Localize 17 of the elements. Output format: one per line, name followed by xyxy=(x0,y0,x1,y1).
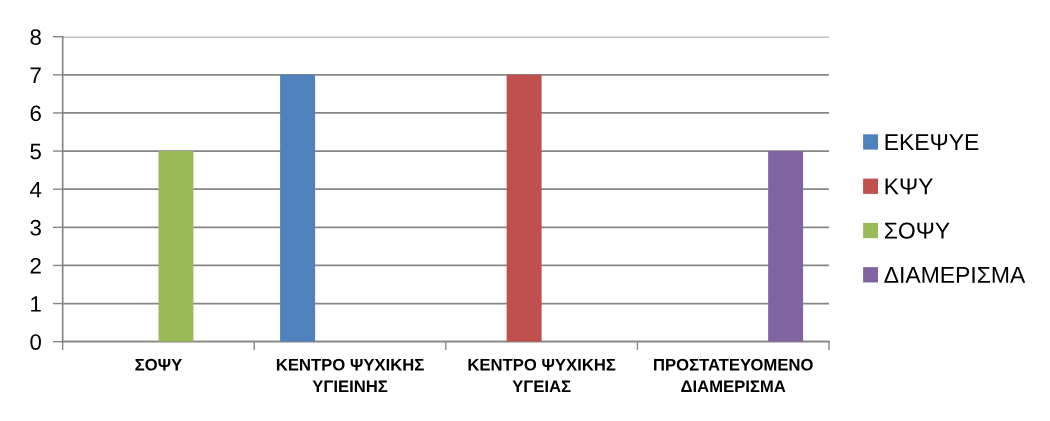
legend-label: ΚΨΥ xyxy=(885,178,933,195)
x-tick-label: ΚΕΝΤΡΟ ΨΥΧΙΚΗΣ ΥΓΕΙΑΣ xyxy=(468,358,616,392)
legend-label: ΕΚΕΨΥΕ xyxy=(885,134,979,151)
legend-label: ΔΙΑΜΕΡΙΣΜΑ xyxy=(884,267,1026,283)
y-tick-label: 4 xyxy=(30,181,42,198)
x-tick-label: ΣΟΨΥ xyxy=(135,358,182,371)
y-tick-label: 0 xyxy=(30,334,41,350)
y-tick-label: 7 xyxy=(30,67,41,83)
y-tick-label: 2 xyxy=(30,257,41,274)
x-tick-label: ΚΕΝΤΡΟ ΨΥΧΙΚΗΣ ΥΓΙΕΙΝΗΣ xyxy=(276,358,424,392)
legend-label: ΣΟΨΥ xyxy=(884,222,950,239)
y-tick-label: 3 xyxy=(30,219,41,236)
x-tick-label: ΠΡΟΣΤΑΤΕΥΟΜΕΝΟ ΔΙΑΜΕΡΙΣΜΑ xyxy=(654,358,813,392)
y-tick-label: 8 xyxy=(30,29,41,45)
y-tick-label: 1 xyxy=(31,296,41,312)
y-tick-label: 5 xyxy=(30,143,41,160)
y-tick-label: 6 xyxy=(30,105,41,122)
